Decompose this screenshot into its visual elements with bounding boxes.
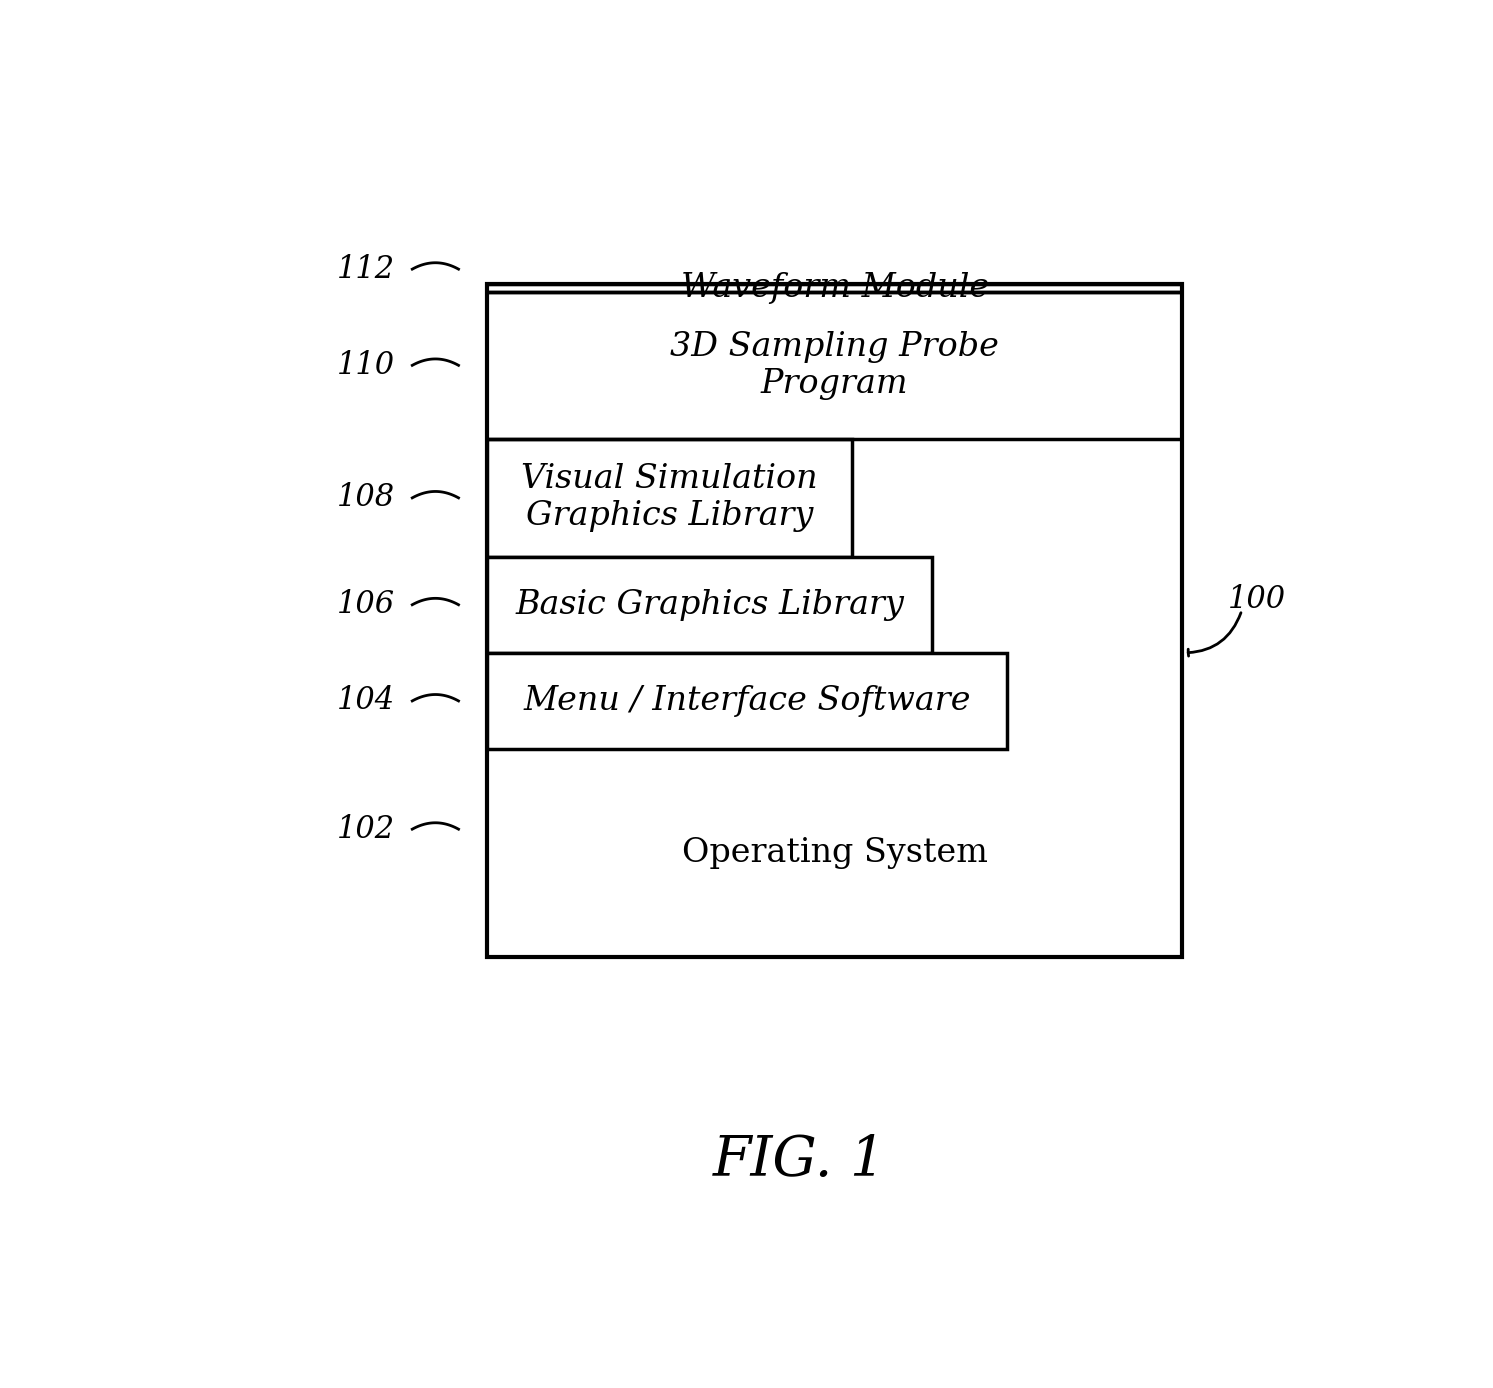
Bar <box>487 439 853 557</box>
Text: 112: 112 <box>337 254 396 285</box>
Text: 3D Sampling Probe
Program: 3D Sampling Probe Program <box>670 330 999 400</box>
Text: Visual Simulation
Graphics Library: Visual Simulation Graphics Library <box>521 464 818 533</box>
Bar <box>487 557 932 652</box>
Text: Waveform Module: Waveform Module <box>681 272 988 304</box>
Text: 108: 108 <box>337 483 396 514</box>
Bar <box>487 285 1182 958</box>
Text: 110: 110 <box>337 350 396 380</box>
Text: 100: 100 <box>1227 584 1285 615</box>
Bar <box>487 652 1006 750</box>
Text: 106: 106 <box>337 590 396 620</box>
Text: Operating System: Operating System <box>682 837 987 869</box>
Text: Basic Graphics Library: Basic Graphics Library <box>515 589 905 620</box>
Text: FIG. 1: FIG. 1 <box>714 1133 887 1188</box>
Text: Menu / Interface Software: Menu / Interface Software <box>524 684 970 718</box>
Text: 104: 104 <box>337 686 396 716</box>
Text: 102: 102 <box>337 813 396 845</box>
